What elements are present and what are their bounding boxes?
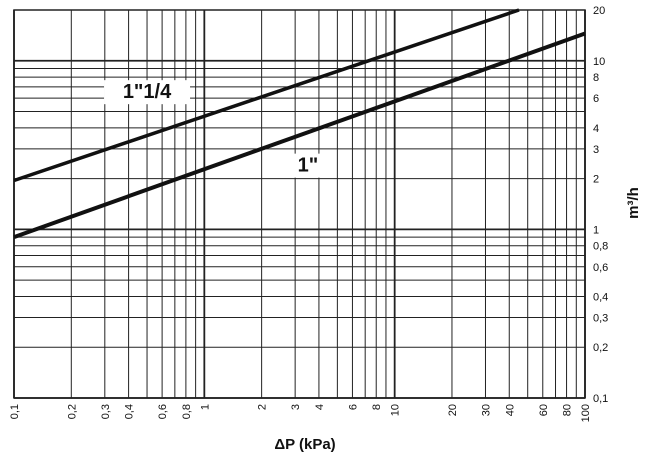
x-tick-label: 60 — [538, 404, 550, 416]
x-tick-label: 2 — [257, 404, 269, 410]
x-tick-label: 20 — [447, 404, 459, 416]
y-tick-label: 4 — [593, 123, 599, 135]
y-tick-label: 20 — [593, 5, 605, 17]
series-layer — [13, 8, 586, 239]
x-tick-label: 30 — [480, 404, 492, 416]
y-tick-label: 0,2 — [593, 342, 608, 354]
series-label-one-and-quarter-inch: 1"1/4 — [123, 81, 172, 103]
series-labels: 1"1/4 1" — [104, 80, 329, 178]
y-tick-label: 2 — [593, 174, 599, 186]
x-tick-label: 0,3 — [100, 404, 112, 419]
series-label-backdrop — [286, 153, 329, 178]
x-tick-label: 100 — [580, 404, 592, 422]
x-tick-label: 0,4 — [124, 404, 136, 419]
x-tick-label: 0,8 — [181, 404, 193, 419]
y-axis-title: m³/h — [625, 187, 642, 219]
series-label-backdrop — [104, 80, 191, 105]
y-tick-label: 0,1 — [593, 393, 608, 405]
y-tick-label: 6 — [593, 93, 599, 105]
series-line-one-inch — [13, 31, 586, 239]
series-line-one-and-quarter-inch — [13, 8, 520, 183]
y-tick-label: 10 — [593, 56, 605, 68]
x-tick-label: 10 — [390, 404, 402, 416]
x-tick-label: 0,2 — [66, 404, 78, 419]
x-axis-title: ΔP (kPa) — [274, 436, 335, 453]
x-tick-label: 1 — [199, 404, 211, 410]
plot-frame — [13, 9, 586, 399]
tick-labels: 0,1 0,2 0,3 0,4 0,6 0,8 1 2 3 4 6 8 10 20 30 40 60 80 1000… — [9, 5, 608, 422]
y-tick-label: 3 — [593, 144, 599, 156]
y-tick-label: 0,4 — [593, 291, 608, 303]
y-tick-label: 0,6 — [593, 262, 608, 274]
x-tick-label: 80 — [562, 404, 574, 416]
x-tick-label: 8 — [371, 404, 383, 410]
x-tick-label: 40 — [504, 404, 516, 416]
y-tick-label: 8 — [593, 72, 599, 84]
x-tick-label: 0,1 — [9, 404, 21, 419]
x-tick-label: 0,6 — [157, 404, 169, 419]
grid-layer — [13, 9, 586, 399]
y-tick-label: 0,3 — [593, 313, 608, 325]
y-tick-label: 0,8 — [593, 241, 608, 253]
series-label-one-inch: 1" — [298, 155, 319, 177]
x-tick-label: 4 — [314, 404, 326, 410]
x-tick-label: 3 — [290, 404, 302, 410]
x-tick-label: 6 — [347, 404, 359, 410]
y-tick-label: 1 — [593, 224, 599, 236]
